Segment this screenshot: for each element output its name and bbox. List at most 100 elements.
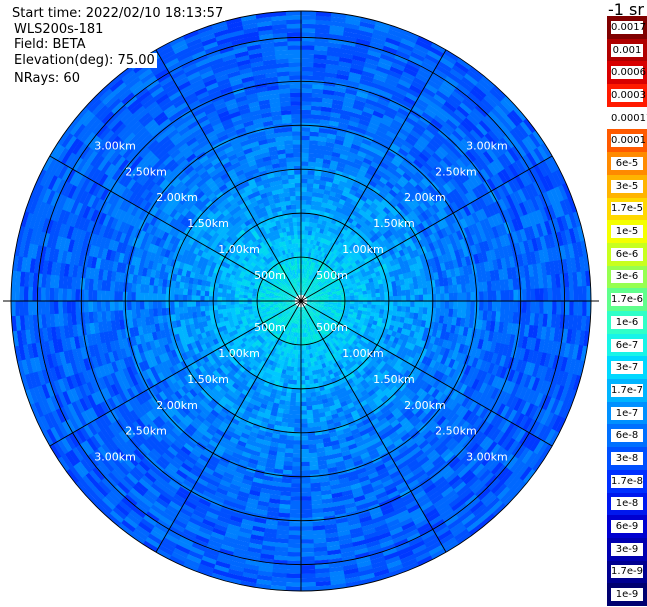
radar-gate-cell [289, 508, 301, 514]
radar-gate-cell [329, 247, 336, 253]
radar-gate-cell [462, 180, 473, 193]
radar-gate-cell [300, 440, 309, 445]
radar-gate-cell [301, 148, 310, 154]
radar-gate-cell [382, 114, 395, 124]
radar-gate-cell [302, 290, 305, 296]
radar-gate-cell [305, 213, 311, 218]
radar-gate-cell [409, 289, 415, 296]
radar-gate-cell [351, 59, 366, 67]
radar-gate-cell [514, 143, 527, 158]
radar-gate-cell [324, 264, 330, 270]
radar-gate-cell [313, 277, 318, 283]
radar-gate-cell [581, 301, 587, 318]
radar-gate-cell [332, 200, 340, 208]
radar-gate-cell [499, 137, 513, 152]
radar-gate-cell [437, 86, 453, 99]
radar-gate-cell [408, 55, 424, 67]
radar-gate-cell [308, 379, 315, 385]
radar-gate-cell [382, 232, 390, 240]
radar-gate-cell [449, 133, 462, 146]
radar-gate-cell [475, 123, 489, 137]
radar-gate-cell [328, 33, 345, 41]
radar-gate-cell [424, 83, 439, 95]
radar-gate-cell [514, 175, 526, 190]
radar-gate-cell [365, 198, 374, 206]
radar-gate-cell [349, 170, 359, 178]
radar-gate-cell [367, 194, 376, 203]
radar-gate-cell [289, 491, 301, 497]
radar-gate-cell [375, 168, 385, 178]
radar-gate-cell [307, 289, 312, 294]
radar-gate-cell [315, 162, 324, 168]
radar-gate-cell [402, 215, 411, 225]
radar-gate-cell [547, 287, 553, 303]
radar-gate-cell [299, 582, 316, 587]
radar-gate-cell [368, 277, 374, 283]
radar-gate-cell [530, 301, 536, 315]
radar-gate-cell [459, 169, 471, 182]
radar-gate-cell [479, 182, 490, 196]
radar-gate-cell [427, 250, 434, 260]
radar-gate-cell [514, 203, 525, 218]
radar-gate-cell [376, 126, 389, 135]
radar-gate-cell [303, 345, 307, 351]
radar-gate-cell [420, 245, 428, 255]
radar-gate-cell [339, 153, 349, 161]
radar-gate-cell [396, 285, 402, 292]
radar-gate-cell [354, 46, 370, 55]
radar-gate-cell [440, 237, 448, 247]
radar-gate-cell [367, 49, 383, 59]
radar-gate-cell [410, 270, 417, 278]
radar-gate-cell [439, 246, 447, 256]
radar-gate-cell [442, 183, 453, 195]
radar-gate-cell [500, 183, 511, 198]
radar-gate-cell [521, 301, 527, 314]
radar-gate-cell [340, 176, 349, 184]
radar-gate-cell [342, 35, 358, 43]
radar-gate-cell [380, 90, 394, 100]
radar-gate-cell [492, 142, 506, 157]
radar-gate-cell [513, 126, 526, 142]
radar-gate-cell [344, 132, 356, 140]
radar-gate-cell [338, 118, 351, 125]
radar-gate-cell [436, 220, 445, 231]
radar-gate-cell [335, 263, 342, 269]
radar-gate-cell [385, 181, 395, 190]
radar-gate-cell [301, 286, 303, 291]
radar-gate-cell [509, 129, 523, 145]
radar-gate-cell [330, 286, 336, 290]
radar-gate-cell [311, 88, 325, 94]
radar-gate-cell [435, 301, 441, 309]
radar-gate-cell [301, 53, 315, 59]
radar-gate-cell [397, 190, 407, 200]
radar-gate-cell [467, 92, 482, 106]
radar-gate-cell [410, 295, 415, 302]
radar-gate-cell [299, 551, 315, 557]
radar-gate-cell [322, 273, 327, 279]
radar-gate-cell [529, 149, 542, 166]
radar-gate-cell [426, 196, 436, 207]
radar-gate-cell [485, 192, 495, 206]
radar-gate-cell [438, 107, 452, 120]
radar-gate-cell [404, 252, 412, 261]
radar-gate-cell [470, 201, 480, 213]
radar-gate-cell [470, 301, 476, 311]
radar-gate-cell [308, 274, 312, 280]
radar-gate-cell [407, 133, 420, 144]
radar-gate-cell [291, 470, 301, 476]
radar-gate-cell [304, 221, 310, 227]
radar-gate-cell [409, 306, 415, 314]
radar-gate-cell [315, 227, 321, 233]
radar-gate-cell [411, 198, 420, 209]
radar-gate-cell [300, 423, 308, 428]
radar-gate-cell [378, 57, 394, 67]
radar-gate-cell [519, 228, 528, 243]
radar-gate-cell [483, 301, 488, 312]
radar-gate-cell [386, 74, 401, 84]
radar-gate-cell [325, 59, 340, 66]
radar-gate-cell [477, 101, 492, 115]
radar-gate-cell [454, 144, 467, 157]
radar-gate-cell [463, 117, 477, 131]
radar-gate-cell [483, 94, 498, 109]
radar-gate-cell [312, 282, 317, 287]
